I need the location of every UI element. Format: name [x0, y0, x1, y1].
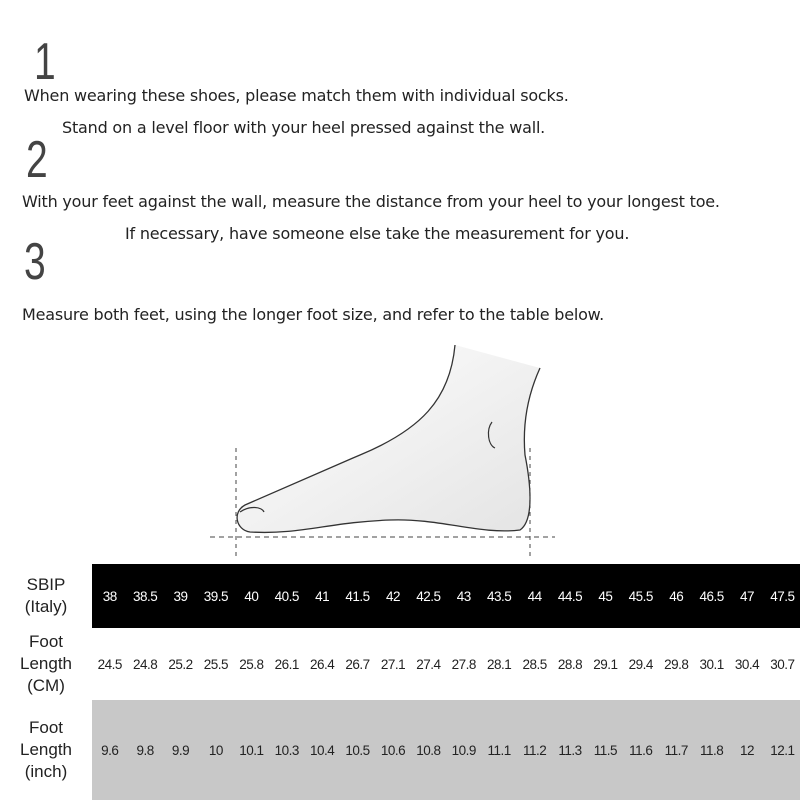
table-cell: 10: [208, 742, 224, 758]
step-2-text-1: With your feet against the wall, measure…: [22, 192, 720, 211]
table-cell: 24.5: [97, 656, 123, 672]
table-cell: 10.1: [239, 742, 264, 758]
table-cell: 38: [102, 588, 118, 604]
table-cell: 9.9: [171, 742, 190, 758]
table-cell: 46: [669, 588, 684, 604]
table-cell: 11.5: [593, 742, 618, 758]
table-cell: 11.2: [522, 742, 547, 758]
table-row-foot-length-inch: Foot Length (inch) 9.6 9.8 9.9 10 10.1 10.3 10.4…: [0, 700, 800, 800]
row-values: 24.5 24.8 25.2 25.5 25.8 26.1 26.4 26.7 27.1 27.4…: [92, 628, 800, 700]
label-line: Foot: [28, 718, 64, 737]
table-cell: 28.8: [557, 656, 583, 672]
table-cell: 43: [456, 588, 472, 604]
table-row-foot-length-cm: Foot Length (CM) 24.5 24.8 25.2 25.5 25.8 26.1 2…: [0, 628, 800, 700]
table-cell: 10.5: [345, 742, 370, 758]
row-label: Foot Length (inch): [0, 717, 92, 783]
table-cell: 39: [173, 588, 189, 604]
table-cell: 29.8: [664, 656, 689, 672]
label-line: Length: [20, 654, 72, 673]
table-cell: 9.8: [136, 742, 154, 758]
table-cell: 40.5: [274, 588, 300, 604]
table-cell: 42.5: [416, 588, 441, 604]
table-cell: 11.3: [558, 742, 582, 758]
table-cell: 42: [385, 588, 401, 604]
table-cell: 47: [740, 588, 755, 604]
table-cell: 44.5: [557, 588, 583, 604]
table-cell: 45: [598, 588, 613, 604]
table-cell: 26.4: [310, 656, 335, 672]
table-cell: 27.1: [380, 656, 406, 672]
table-cell: 29.1: [593, 656, 618, 672]
table-cell: 30.4: [734, 656, 760, 672]
label-line: (inch): [24, 762, 68, 781]
step-2-text-2: If necessary, have someone else take the…: [125, 224, 630, 243]
table-cell: 26.7: [345, 656, 370, 672]
table-cell: 27.4: [416, 656, 441, 672]
row-label: Foot Length (CM): [0, 631, 92, 697]
table-cell: 24.8: [132, 656, 158, 672]
table-cell: 12.1: [770, 742, 795, 758]
table-cell: 40: [244, 588, 259, 604]
step-1-text-1: When wearing these shoes, please match t…: [24, 86, 569, 105]
table-cell: 10.6: [380, 742, 406, 758]
row-label: SBIP (Italy): [0, 574, 92, 618]
table-cell: 44: [527, 588, 543, 604]
step-3-text-1: Measure both feet, using the longer foot…: [22, 305, 604, 324]
table-cell: 45.5: [628, 588, 654, 604]
table-cell: 39.5: [203, 588, 229, 604]
table-cell: 46.5: [699, 588, 724, 604]
table-cell: 25.5: [203, 656, 229, 672]
table-cell: 43.5: [487, 588, 512, 604]
table-cell: 29.4: [628, 656, 654, 672]
table-row-italy-size: SBIP (Italy) 38 38.5 39 39.5 40 40.5 41 41.5 42 42…: [0, 564, 800, 628]
table-cell: 9.6: [101, 742, 119, 758]
table-cell: 11.8: [699, 742, 724, 758]
label-line: (CM): [27, 676, 65, 695]
foot-measurement-illustration: [210, 344, 555, 558]
table-cell: 10.8: [416, 742, 441, 758]
table-cell: 41.5: [345, 588, 370, 604]
table-cell: 41: [315, 588, 330, 604]
table-cell: 25.8: [239, 656, 264, 672]
label-line: SBIP: [26, 575, 66, 594]
table-cell: 27.8: [451, 656, 477, 672]
table-cell: 28.5: [522, 656, 547, 672]
table-cell: 11.7: [664, 742, 689, 758]
table-cell: 10.9: [451, 742, 477, 758]
table-cell: 10.4: [310, 742, 335, 758]
label-line: (Italy): [24, 597, 68, 616]
table-cell: 28.1: [487, 656, 512, 672]
row-values: 9.6 9.8 9.9 10 10.1 10.3 10.4 10.5 10.6 10.8 10.9 1…: [92, 700, 800, 800]
table-cell: 47.5: [770, 588, 795, 604]
label-line: Foot: [28, 632, 64, 651]
table-cell: 12: [740, 742, 755, 758]
step-number-3: 3: [24, 233, 46, 291]
table-cell: 10.3: [274, 742, 300, 758]
step-1-text-2: Stand on a level floor with your heel pr…: [62, 118, 546, 137]
table-cell: 26.1: [274, 656, 300, 672]
table-cell: 30.7: [770, 656, 795, 672]
table-cell: 30.1: [699, 656, 724, 672]
row-values: 38 38.5 39 39.5 40 40.5 41 41.5 42 42.5 43 43.5 44 44…: [92, 564, 800, 628]
table-cell: 11.1: [487, 742, 512, 758]
table-cell: 11.6: [629, 742, 653, 758]
label-line: Length: [20, 740, 72, 759]
table-cell: 25.2: [168, 656, 193, 672]
table-cell: 38.5: [132, 588, 158, 604]
step-number-1: 1: [34, 33, 56, 91]
step-number-2: 2: [26, 131, 48, 189]
